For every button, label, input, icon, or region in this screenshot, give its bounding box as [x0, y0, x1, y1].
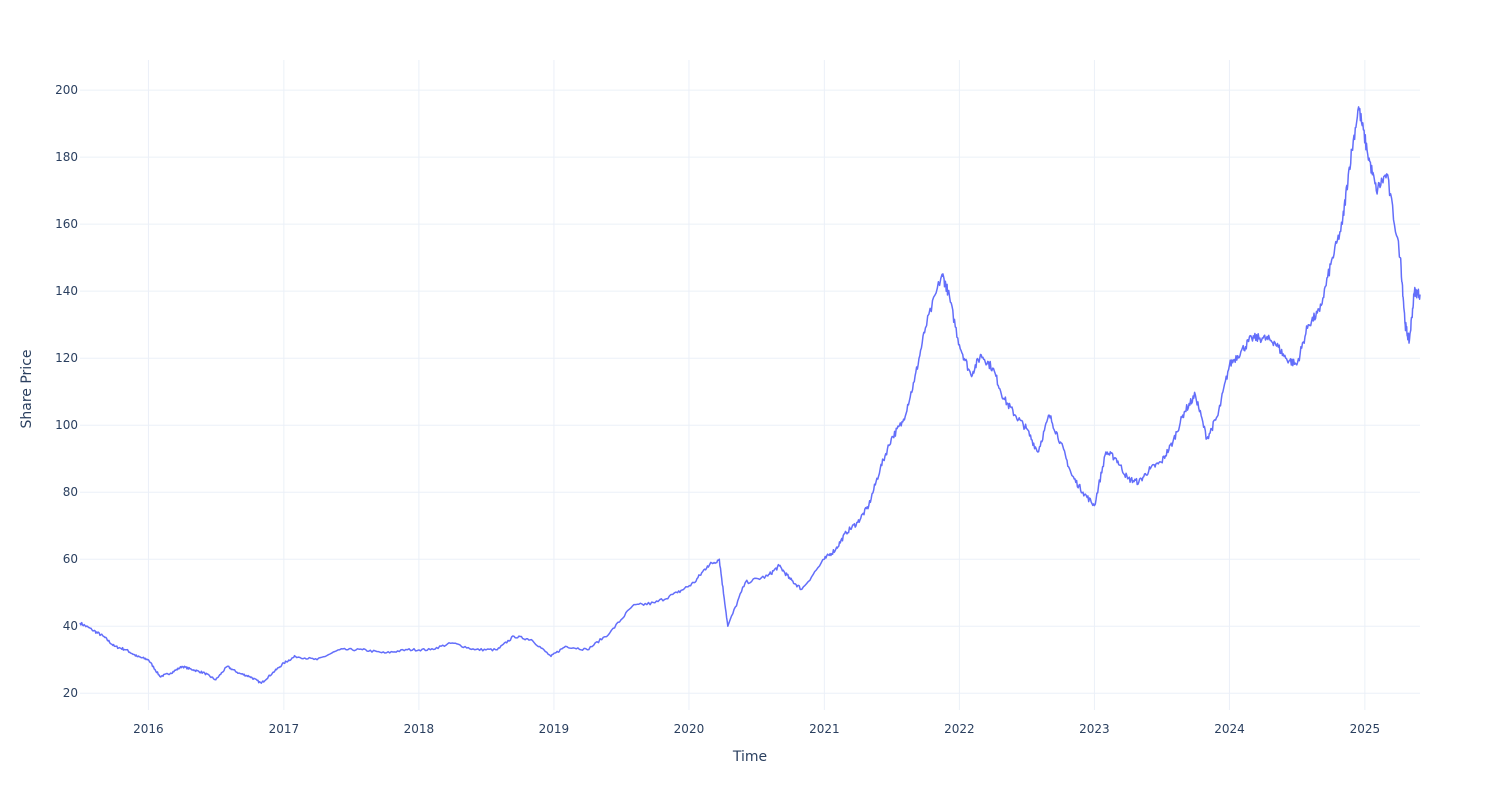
x-tick-label: 2018: [404, 722, 435, 736]
x-axis-title: Time: [732, 749, 767, 765]
price-line: [79, 106, 1421, 684]
y-axis-title: Share Price: [19, 349, 35, 428]
plot-area: [79, 106, 1421, 684]
x-tick-label: 2017: [269, 722, 300, 736]
tick-labels: 20 40 60 80 100 120 140 160 180 200 2016 2017 2018 20…: [55, 83, 1380, 736]
y-tick-label: 180: [55, 150, 78, 164]
y-tick-label: 160: [55, 217, 78, 231]
y-tick-label: 60: [63, 552, 78, 566]
grid: [80, 60, 1420, 710]
x-tick-label: 2025: [1350, 722, 1381, 736]
x-tick-label: 2024: [1214, 722, 1245, 736]
x-tick-label: 2019: [539, 722, 570, 736]
x-tick-label: 2020: [674, 722, 705, 736]
x-tick-label: 2016: [133, 722, 164, 736]
y-tick-label: 120: [55, 351, 78, 365]
x-tick-label: 2023: [1079, 722, 1110, 736]
x-tick-label: 2021: [809, 722, 840, 736]
y-tick-label: 140: [55, 284, 78, 298]
y-tick-label: 80: [63, 485, 78, 499]
y-tick-label: 100: [55, 418, 78, 432]
y-tick-label: 20: [63, 686, 78, 700]
y-tick-label: 40: [63, 619, 78, 633]
y-tick-label: 200: [55, 83, 78, 97]
x-tick-label: 2022: [944, 722, 975, 736]
